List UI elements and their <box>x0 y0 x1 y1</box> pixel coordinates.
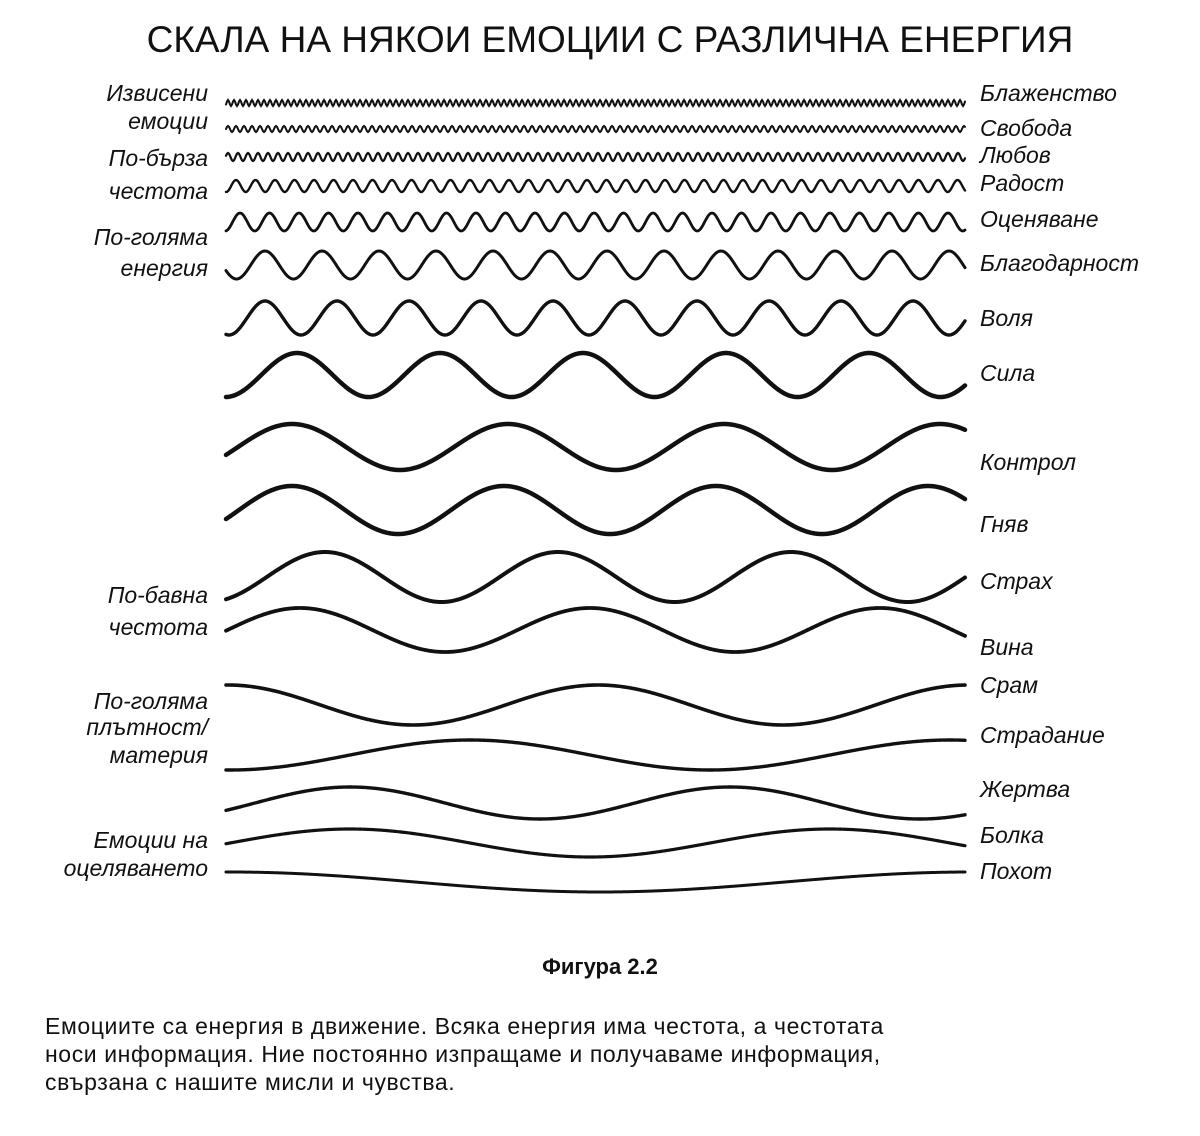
left-label: честота <box>109 178 208 204</box>
wave <box>224 549 967 604</box>
wave <box>224 785 967 821</box>
left-label: енергия <box>121 255 208 281</box>
wave <box>224 249 967 281</box>
right-label: Страдание <box>980 722 1105 748</box>
right-label: Благодарност <box>980 250 1139 276</box>
left-label: По-голяма <box>94 688 208 714</box>
left-label: оцеляването <box>64 855 209 881</box>
wave <box>223 483 968 537</box>
title: СКАЛА НА НЯКОИ ЕМОЦИИ С РАЗЛИЧНА ЕНЕРГИЯ <box>147 19 1074 60</box>
right-label: Срам <box>980 672 1038 698</box>
left-label: По-бавна <box>108 582 208 608</box>
right-label: Радост <box>980 170 1064 196</box>
right-label: Похот <box>980 858 1052 884</box>
left-label: Извисени <box>106 80 208 106</box>
description-line: Емоциите са енергия в движение. Всяка ен… <box>45 1013 884 1039</box>
right-label: Жертва <box>979 776 1070 802</box>
wave <box>224 738 967 772</box>
right-label: Гняв <box>980 511 1028 537</box>
left-label: емоции <box>128 108 208 134</box>
figure-caption: Фигура 2.2 <box>542 954 658 979</box>
description-line: свързана с нашите мисли и чувства. <box>45 1069 455 1095</box>
right-label: Блаженство <box>980 80 1117 106</box>
wave <box>225 124 966 134</box>
right-label: Болка <box>980 822 1044 848</box>
right-label: Сила <box>980 360 1035 386</box>
left-label: По-голяма <box>94 224 208 250</box>
left-label: По-бърза <box>109 145 208 171</box>
right-label: Страх <box>980 568 1054 594</box>
wave <box>224 178 967 194</box>
left-label: материя <box>110 742 208 768</box>
wave <box>224 211 967 233</box>
right-label: Любов <box>978 142 1051 168</box>
wave <box>224 299 967 337</box>
wave <box>223 421 968 473</box>
left-label: плътност/ <box>86 714 210 740</box>
left-label: Емоции на <box>94 827 208 853</box>
description-line: носи информация. Ние постоянно изпращаме… <box>45 1041 881 1067</box>
wave <box>224 827 967 859</box>
wave <box>224 606 967 654</box>
wave <box>225 98 966 108</box>
wave <box>224 683 967 727</box>
right-label: Контрол <box>980 449 1076 475</box>
right-label: Воля <box>980 305 1033 331</box>
wave <box>224 870 967 894</box>
wave <box>223 350 968 400</box>
right-label: Вина <box>980 634 1034 660</box>
wave <box>224 151 967 163</box>
left-label: честота <box>109 614 208 640</box>
right-label: Оценяване <box>980 206 1099 232</box>
right-label: Свобода <box>980 115 1072 141</box>
